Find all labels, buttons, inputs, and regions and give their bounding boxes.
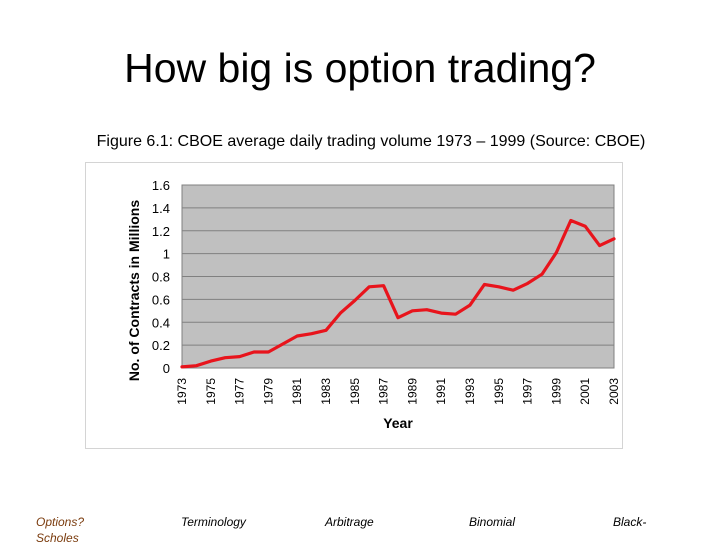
data-point <box>454 312 457 316</box>
x-tick-label: 1985 <box>348 378 362 405</box>
y-tick-label: 1.2 <box>152 224 170 239</box>
data-point <box>180 365 184 369</box>
data-point <box>439 311 443 315</box>
grid-lines <box>182 184 614 369</box>
y-tick-label: 0.4 <box>152 315 170 330</box>
data-point <box>238 355 241 358</box>
data-point <box>598 244 601 247</box>
y-tick-label: 1 <box>163 247 170 262</box>
data-point <box>425 308 429 311</box>
x-tick-label: 1979 <box>261 378 275 405</box>
y-tick-label: 0.6 <box>152 292 170 307</box>
data-point <box>223 356 227 360</box>
data-point <box>252 350 256 354</box>
y-tick-label: 1.4 <box>152 201 170 216</box>
volume-line-chart: 0 0.2 0.4 0.6 0.8 1 1.2 1.4 1.6 1973 1975 1977 1979… <box>126 178 621 431</box>
x-tick-label: 1975 <box>204 378 218 405</box>
x-tick-label: 1973 <box>175 378 189 405</box>
x-tick-label: 1997 <box>521 378 535 405</box>
nav-black-scholes[interactable]: Black- <box>613 515 647 529</box>
nav-binomial[interactable]: Binomial <box>469 515 516 529</box>
figure-caption: Figure 6.1: CBOE average daily trading v… <box>96 133 646 150</box>
x-tick-label: 1977 <box>233 378 247 405</box>
data-point <box>511 288 515 292</box>
footer-nav: Options? Scholes Terminology Arbitrage B… <box>0 514 720 545</box>
slide-title: How big is option trading? <box>124 45 596 91</box>
x-tick-label: 1991 <box>434 378 448 405</box>
data-point <box>267 350 270 354</box>
y-tick-label: 0.2 <box>152 338 170 353</box>
nav-options-scholes[interactable]: Options? Scholes <box>36 515 85 545</box>
data-point <box>339 311 342 315</box>
data-point <box>281 342 285 346</box>
data-point <box>483 283 486 286</box>
y-axis-ticks: 0 0.2 0.4 0.6 0.8 1 1.2 1.4 1.6 <box>152 178 170 376</box>
y-tick-label: 1.6 <box>152 178 170 193</box>
data-point <box>209 359 213 363</box>
data-point <box>310 332 313 335</box>
data-point <box>295 334 299 338</box>
x-tick-label: 1987 <box>377 378 391 405</box>
nav-arbitrage[interactable]: Arbitrage <box>325 515 374 529</box>
data-point <box>367 285 371 289</box>
data-point <box>353 299 357 302</box>
x-tick-label: 1999 <box>549 378 563 405</box>
x-tick-label: 1995 <box>492 378 506 405</box>
data-point <box>382 284 385 287</box>
x-tick-label: 1981 <box>290 378 304 405</box>
y-tick-label: 0 <box>163 361 170 376</box>
y-axis-label: No. of Contracts in Millions <box>126 200 142 381</box>
x-tick-label: 1989 <box>405 378 419 405</box>
x-tick-label: 2003 <box>607 378 621 405</box>
data-point <box>555 251 558 254</box>
data-point <box>411 309 414 313</box>
x-tick-label: 1983 <box>319 378 333 405</box>
series-group <box>180 218 616 369</box>
data-point <box>540 272 544 276</box>
data-point <box>324 328 328 332</box>
data-point <box>612 237 616 241</box>
data-point <box>526 282 529 285</box>
data-point <box>569 219 573 222</box>
y-tick-label: 0.8 <box>152 270 170 285</box>
x-axis-label: Year <box>383 415 413 431</box>
x-tick-label: 1993 <box>463 378 477 405</box>
x-tick-label: 2001 <box>578 378 592 405</box>
data-point <box>195 364 198 368</box>
data-point <box>468 303 472 307</box>
x-axis-ticks: 1973 1975 1977 1979 1981 1983 1985 1987 1989 1991… <box>175 378 621 405</box>
data-point <box>497 285 501 289</box>
nav-terminology[interactable]: Terminology <box>181 515 246 529</box>
data-point <box>583 224 587 228</box>
data-point <box>396 316 400 319</box>
